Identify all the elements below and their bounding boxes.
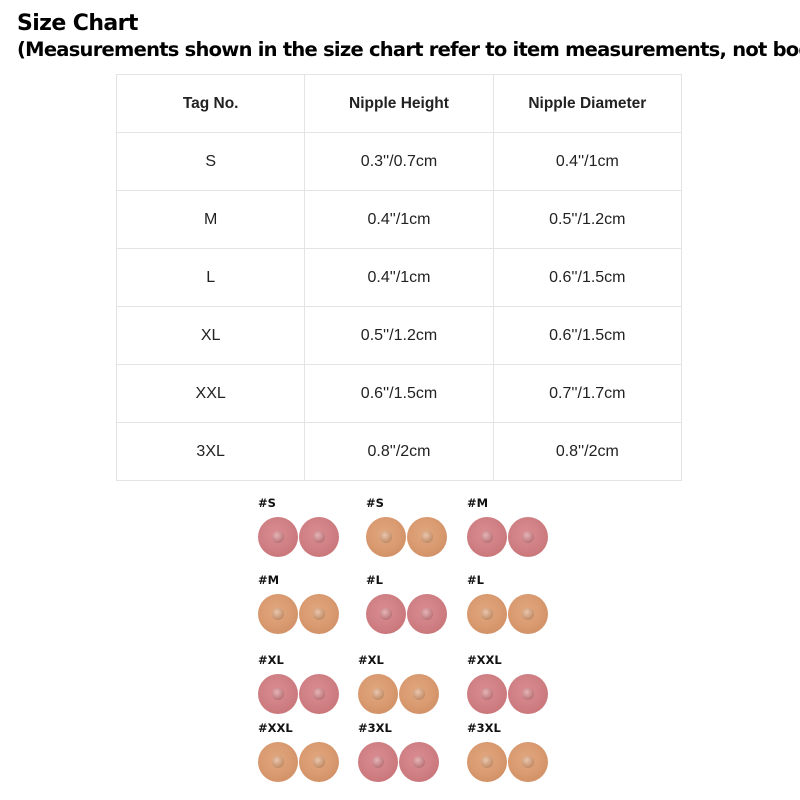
nipple-cover-image — [299, 674, 339, 714]
sample-label: #S — [366, 496, 384, 510]
table-row: L 0.4''/1cm 0.6''/1.5cm — [115, 248, 683, 307]
page-title: Size Chart — [17, 11, 138, 36]
nipple-cover-image — [467, 517, 507, 557]
nipple-cover-image — [407, 517, 447, 557]
cell-height: 0.4''/1cm — [304, 190, 494, 249]
nipple-cover-image — [467, 594, 507, 634]
sample-label: #M — [258, 573, 280, 587]
table-header-row: Tag No. Nipple Height Nipple Diameter — [115, 74, 683, 133]
cell-height: 0.6''/1.5cm — [304, 364, 494, 423]
nipple-cover-image — [358, 742, 398, 782]
cell-diameter: 0.8''/2cm — [492, 422, 683, 481]
nipple-cover-image — [299, 594, 339, 634]
page-subtitle: (Measurements shown in the size chart re… — [17, 38, 800, 61]
header-nipple-height: Nipple Height — [304, 74, 494, 133]
cell-diameter: 0.6''/1.5cm — [492, 306, 683, 365]
cell-diameter: 0.4''/1cm — [492, 132, 683, 191]
nipple-cover-image — [399, 674, 439, 714]
cell-tag: M — [115, 190, 306, 249]
sample-swatch: #XL — [258, 653, 368, 723]
cell-height: 0.3''/0.7cm — [304, 132, 494, 191]
size-chart-table: Tag No. Nipple Height Nipple Diameter S … — [115, 74, 683, 481]
sample-swatch: #S — [366, 496, 476, 566]
cell-tag: XXL — [115, 364, 306, 423]
sample-swatch: #XXL — [467, 653, 577, 723]
sample-label: #M — [467, 496, 489, 510]
nipple-cover-image — [407, 594, 447, 634]
nipple-cover-image — [467, 674, 507, 714]
sample-swatch: #M — [258, 573, 368, 643]
sample-label: #S — [258, 496, 276, 510]
header-nipple-diameter: Nipple Diameter — [492, 74, 683, 133]
nipple-cover-image — [508, 594, 548, 634]
header-tag-no: Tag No. — [115, 74, 306, 133]
cell-diameter: 0.5''/1.2cm — [492, 190, 683, 249]
cell-height: 0.5''/1.2cm — [304, 306, 494, 365]
nipple-cover-image — [366, 594, 406, 634]
sample-swatch: #XXL — [258, 721, 368, 791]
sample-label: #XXL — [258, 721, 293, 735]
cell-tag: 3XL — [115, 422, 306, 481]
table-row: S 0.3''/0.7cm 0.4''/1cm — [115, 132, 683, 191]
cell-diameter: 0.7''/1.7cm — [492, 364, 683, 423]
table-row: M 0.4''/1cm 0.5''/1.2cm — [115, 190, 683, 249]
nipple-cover-image — [258, 594, 298, 634]
sample-swatch: #S — [258, 496, 368, 566]
nipple-cover-image — [258, 517, 298, 557]
nipple-cover-image — [399, 742, 439, 782]
table-row: XXL 0.6''/1.5cm 0.7''/1.7cm — [115, 364, 683, 423]
nipple-cover-image — [258, 674, 298, 714]
cell-height: 0.8''/2cm — [304, 422, 494, 481]
cell-tag: L — [115, 248, 306, 307]
cell-height: 0.4''/1cm — [304, 248, 494, 307]
sample-label: #L — [467, 573, 484, 587]
sample-label: #3XL — [358, 721, 392, 735]
nipple-cover-image — [508, 674, 548, 714]
sample-swatch: #3XL — [467, 721, 577, 791]
sample-swatch: #M — [467, 496, 577, 566]
nipple-cover-image — [508, 517, 548, 557]
sample-label: #XXL — [467, 653, 502, 667]
nipple-cover-image — [366, 517, 406, 557]
sample-label: #3XL — [467, 721, 501, 735]
sample-swatch: #L — [467, 573, 577, 643]
table-row: XL 0.5''/1.2cm 0.6''/1.5cm — [115, 306, 683, 365]
nipple-cover-image — [467, 742, 507, 782]
cell-tag: XL — [115, 306, 306, 365]
table-row: 3XL 0.8''/2cm 0.8''/2cm — [115, 422, 683, 481]
sample-swatch: #XL — [358, 653, 468, 723]
nipple-cover-image — [258, 742, 298, 782]
nipple-cover-image — [299, 742, 339, 782]
nipple-cover-image — [299, 517, 339, 557]
cell-tag: S — [115, 132, 306, 191]
sample-swatch: #3XL — [358, 721, 468, 791]
sample-label: #XL — [258, 653, 284, 667]
sample-label: #L — [366, 573, 383, 587]
sample-swatch: #L — [366, 573, 476, 643]
sample-label: #XL — [358, 653, 384, 667]
nipple-cover-image — [358, 674, 398, 714]
nipple-cover-image — [508, 742, 548, 782]
cell-diameter: 0.6''/1.5cm — [492, 248, 683, 307]
